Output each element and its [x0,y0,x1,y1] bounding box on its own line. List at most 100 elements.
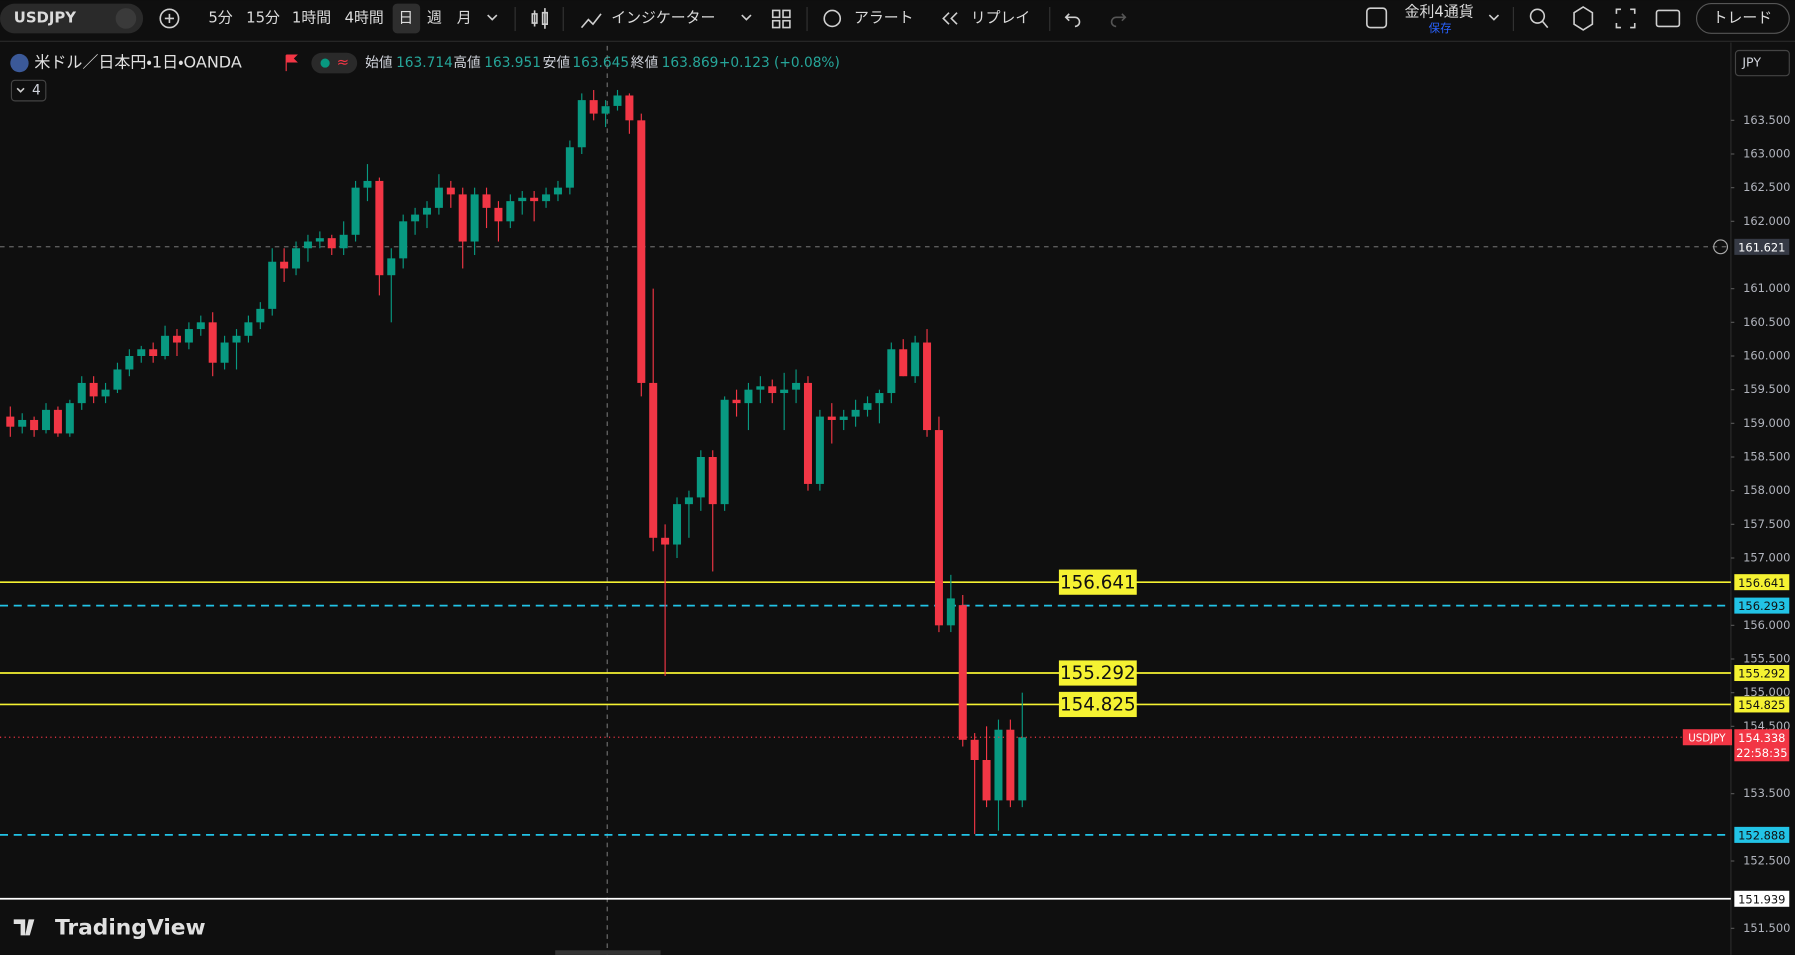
candle-body [30,419,39,431]
level-label-box [1058,660,1137,686]
indicator-count[interactable]: 4 [32,83,41,99]
candle-body [494,207,503,222]
chart-type[interactable] [531,8,549,29]
interval[interactable]: 日 [398,8,413,26]
level-label: 154.825 [1060,695,1136,716]
candle-body [792,382,801,390]
candle-body [339,234,348,249]
last-price-box [1734,729,1790,762]
symbol-search[interactable] [0,3,144,34]
candle-body [1018,737,1027,801]
saved-status: 保存 [1429,21,1452,35]
trade[interactable]: トレード [1713,8,1773,26]
candle-body [256,308,265,323]
crosshair-label: 161.621 [1738,240,1785,254]
candle-body [196,322,205,330]
candle-body [268,261,277,309]
interval[interactable]: 1時間 [292,8,331,26]
alert[interactable]: アラート [854,8,914,26]
candle-body [708,456,717,505]
candle-body [744,389,753,404]
candle-body [637,120,646,383]
candle-body [113,369,122,390]
currency[interactable]: JPY [1741,55,1761,70]
scrollbar[interactable] [555,950,661,955]
layout-icon[interactable] [1366,7,1388,29]
watchlist[interactable]: 金利4通貨 [1405,3,1474,21]
candle-body [899,349,908,377]
close-label: 終値 [631,55,659,71]
candle-body [411,214,420,222]
undo[interactable] [1064,13,1081,28]
last-price-symbol-box [1682,729,1733,746]
snapshot[interactable] [1655,9,1681,28]
y-tick-label: 153.500 [1743,786,1790,800]
interval[interactable]: 4時間 [345,8,384,26]
redo[interactable] [1110,13,1127,28]
indicator-menu[interactable] [741,14,752,21]
candle-body [684,497,693,505]
replay-icon[interactable] [942,12,958,25]
interval[interactable]: 月 [457,8,472,26]
candle-body [946,598,955,626]
active-interval-bg [392,3,421,34]
axis-level-box [1734,574,1790,591]
indicator-icon[interactable] [580,13,602,29]
candle-body [768,386,777,394]
interval[interactable]: 5分 [208,8,232,26]
y-tick-label: 158.000 [1743,483,1790,497]
candle-body [601,106,610,114]
fullscreen[interactable] [1615,8,1636,29]
flag-marker[interactable] [285,54,298,72]
trade-button[interactable] [1695,2,1790,34]
add-symbol[interactable] [159,8,180,29]
low-value: 163.645 [572,55,629,71]
last-price-symbol: USDJPY [1688,732,1726,744]
templates[interactable] [771,9,791,29]
candle-body [839,416,848,420]
interval-menu[interactable] [487,14,498,21]
logo-mark [13,919,35,936]
candle-body [292,248,301,269]
y-tick-label: 156.000 [1743,618,1790,632]
candle-body [303,241,312,249]
toolbar: USDJPY 5分 15分 1時間 4時間 日 週 月 インジケーター アラート… [0,3,1795,42]
candle-body [232,335,241,343]
y-tick-label: 163.000 [1743,146,1790,160]
candle-body [934,430,943,626]
replay[interactable]: リプレイ [971,8,1031,26]
candle-body [149,349,158,356]
candle-body [958,605,967,740]
indicators[interactable]: インジケーター [611,8,715,26]
candle-body [458,194,467,242]
level-label: 155.292 [1060,663,1136,684]
candle-body [315,238,324,242]
instrument: 米ドル／日本円・1日・OANDA [34,53,242,72]
alert-icon[interactable] [823,9,842,28]
symbol-badge[interactable] [115,8,137,29]
symbol[interactable]: USDJPY [14,8,77,26]
layout-menu[interactable] [1488,14,1500,21]
candle-body [673,504,682,545]
status-pill[interactable] [311,52,358,74]
axis-level-box [1734,890,1790,907]
indicator-toggle[interactable] [10,79,47,102]
candle-body [577,100,586,148]
candle-body [553,187,562,195]
interval[interactable]: 15分 [246,8,280,26]
candle-body [649,382,658,538]
candle-body [220,342,229,363]
level-label: 156.641 [1060,572,1136,593]
axis-level-box [1734,696,1790,713]
interval[interactable]: 週 [427,8,442,26]
settings[interactable] [1573,6,1594,31]
candle-body [470,194,479,242]
candle-body [363,180,372,188]
y-tick-label: 160.000 [1743,348,1790,362]
currency-box[interactable] [1734,49,1790,77]
level-label-box [1058,569,1137,595]
search-icon[interactable] [1529,8,1546,24]
candle-body [434,187,443,208]
